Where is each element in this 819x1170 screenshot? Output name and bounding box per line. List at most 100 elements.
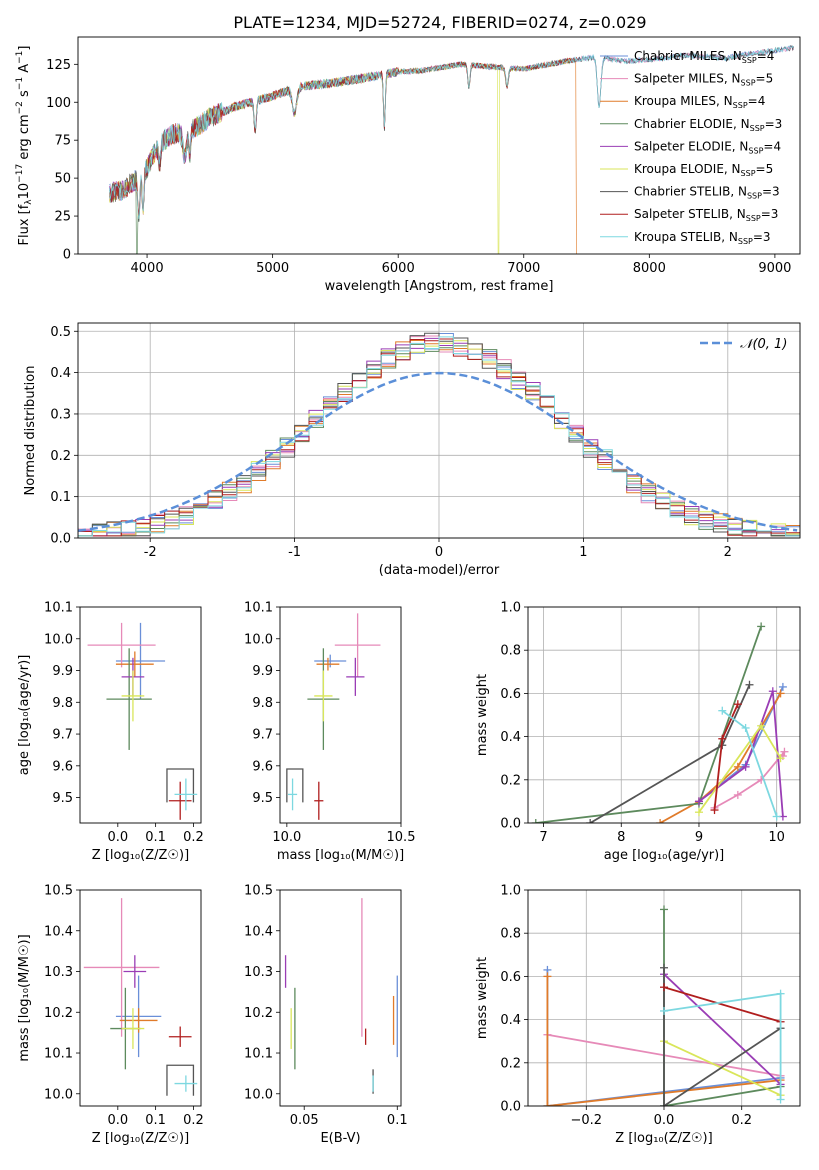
- y-tick-label: 1.0: [500, 601, 521, 616]
- y-axis-label: mass weight: [475, 957, 490, 1039]
- x-tick-label: 8000: [633, 261, 666, 276]
- x-tick-label: 0.2: [183, 830, 204, 845]
- legend-entry: Chabrier MILES, NSSP=4: [634, 49, 774, 65]
- y-tick-label: 10.1: [244, 1047, 273, 1062]
- y-tick-label: 0.4: [500, 1013, 521, 1028]
- x-tick-label: 0.1: [387, 1113, 408, 1128]
- plot-area: [284, 898, 398, 1094]
- legend-entry: Salpeter ELODIE, NSSP=4: [634, 139, 781, 155]
- x-tick-label: 0.05: [290, 1113, 319, 1128]
- plot-area: [543, 905, 785, 1106]
- y-tick-label: 9.7: [52, 728, 73, 743]
- x-axis-label: Z [log₁₀(Z/Z☉)]: [92, 1131, 189, 1146]
- x-tick-label: 10.5: [387, 830, 416, 845]
- y-axis-label: mass weight: [475, 674, 490, 756]
- y-tick-label: 125: [46, 58, 71, 73]
- legend-entry: Salpeter MILES, NSSP=5: [634, 72, 773, 88]
- y-tick-label: 0.1: [50, 490, 71, 505]
- x-axis-label: wavelength [Angstrom, rest frame]: [325, 279, 554, 294]
- y-tick-label: 0.2: [500, 773, 521, 788]
- plot-area: [531, 622, 789, 823]
- y-tick-label: 10.2: [44, 1006, 73, 1021]
- y-axis-label: age [log₁₀(age/yr)]: [17, 655, 32, 776]
- errorbar-gray: [166, 768, 195, 803]
- x-tick-label: 5000: [256, 261, 289, 276]
- x-axis-label: mass [log₁₀(M/M☉)]: [277, 848, 404, 863]
- axes-frame: [79, 606, 202, 824]
- axes-frame: [77, 36, 801, 255]
- hist-series-cyan: [78, 336, 800, 537]
- legend-entry: Salpeter STELIB, NSSP=3: [634, 207, 778, 223]
- y-tick-label: 10.0: [244, 632, 273, 647]
- x-axis-label: (data-model)/error: [379, 563, 500, 578]
- x-tick-label: -1: [288, 545, 301, 560]
- axes-frame: [279, 606, 402, 824]
- y-tick-label: 0.4: [500, 730, 521, 745]
- x-tick-label: 4000: [131, 261, 164, 276]
- x-tick-label: 2: [724, 545, 732, 560]
- y-tick-label: 10.1: [44, 1047, 73, 1062]
- weight-line-green: [535, 626, 762, 823]
- charts-layer: 4000 5000 6000 7000 8000 90000255075100125wav…: [15, 36, 801, 1147]
- y-tick-label: 50: [54, 172, 71, 187]
- axes-weight_vs_Z: −0.2 0.0 0.2 0.0 0.2 0.4 0.6 0.8 1.0 Z [log₁₀(Z/Z…: [475, 884, 801, 1146]
- x-tick-label: −0.2: [570, 1113, 602, 1128]
- spectrum-line-cyan: [109, 45, 794, 219]
- x-tick-label: 0.2: [731, 1113, 752, 1128]
- x-tick-label: 0.0: [654, 1113, 675, 1128]
- y-tick-label: 10.5: [244, 884, 273, 899]
- y-axis-label: Flux [fλ10−17 erg cm−2 s−1 A−1]: [15, 46, 34, 246]
- weight-line-red: [663, 986, 781, 1023]
- x-tick-label: -2: [144, 545, 157, 560]
- x-tick-label: 7: [539, 830, 547, 845]
- y-tick-label: 9.5: [252, 791, 273, 806]
- y-tick-label: 9.6: [252, 759, 273, 774]
- axes-mass_vs_Z: 0.0 0.1 0.2 10.0 10.1 10.2 10.3 10.4 10.5 Z [log₁…: [17, 884, 204, 1147]
- y-tick-label: 0: [63, 248, 71, 263]
- y-tick-label: 10.4: [244, 924, 273, 939]
- y-tick-label: 0.8: [500, 927, 521, 942]
- legend-entry: Kroupa STELIB, NSSP=3: [634, 230, 771, 246]
- y-tick-label: 10.0: [244, 1087, 273, 1102]
- errorbar-gray: [166, 1064, 195, 1096]
- figure-title: PLATE=1234, MJD=52724, FIBERID=0274, z=0…: [233, 13, 646, 32]
- y-tick-label: 10.1: [244, 601, 273, 616]
- x-axis-label: E(B-V): [320, 1131, 360, 1146]
- y-tick-label: 9.6: [52, 759, 73, 774]
- axes-age_vs_mass: 10.0 10.5 9.5 9.6 9.7 9.8 9.9 10.0 10.1 mass [log…: [244, 601, 415, 864]
- axes-frame: [527, 606, 801, 824]
- spectrum-line-green: [109, 58, 577, 254]
- y-tick-label: 9.8: [252, 696, 273, 711]
- legend: Chabrier MILES, NSSP=4 Salpeter MILES, NS…: [600, 49, 782, 246]
- y-tick-label: 0.0: [500, 817, 521, 832]
- x-tick-label: 10.0: [272, 830, 301, 845]
- axes-mass_vs_ebv: 0.05 0.1 10.0 10.1 10.2 10.3 10.4 10.5 E(B-V): [244, 884, 408, 1147]
- x-tick-label: 0.0: [107, 1113, 128, 1128]
- axes-residuals: -2 -1 0 1 2 0.0 0.1 0.2 0.3 0.4 0.5 (data-model)/er…: [23, 322, 801, 578]
- axes-frame: [279, 889, 402, 1107]
- spectrum-line-orange: [109, 57, 577, 254]
- x-tick-label: 9: [695, 830, 703, 845]
- y-tick-label: 1.0: [500, 884, 521, 899]
- plot-area: [78, 332, 800, 537]
- weight-line-orange: [546, 976, 781, 1106]
- y-tick-label: 9.8: [52, 696, 73, 711]
- x-tick-label: 8: [617, 830, 625, 845]
- plot-area: [83, 898, 198, 1096]
- x-axis-label: Z [log₁₀(Z/Z☉)]: [615, 1131, 712, 1146]
- weight-line-cyan: [663, 992, 782, 1100]
- y-tick-label: 10.3: [244, 965, 273, 980]
- axes-frame: [77, 322, 801, 539]
- normal-reference-curve: [78, 371, 798, 533]
- y-tick-label: 0.8: [500, 644, 521, 659]
- y-axis-label: mass [log₁₀(M/M☉)]: [17, 934, 32, 1061]
- y-tick-label: 10.3: [44, 965, 73, 980]
- y-tick-label: 0.2: [50, 449, 71, 464]
- legend-entry: Chabrier ELODIE, NSSP=3: [634, 117, 782, 133]
- y-tick-label: 0.0: [500, 1100, 521, 1115]
- y-tick-label: 9.9: [252, 664, 273, 679]
- y-tick-label: 0.6: [500, 687, 521, 702]
- plot-area: [109, 45, 794, 254]
- hist-series-green: [78, 343, 800, 537]
